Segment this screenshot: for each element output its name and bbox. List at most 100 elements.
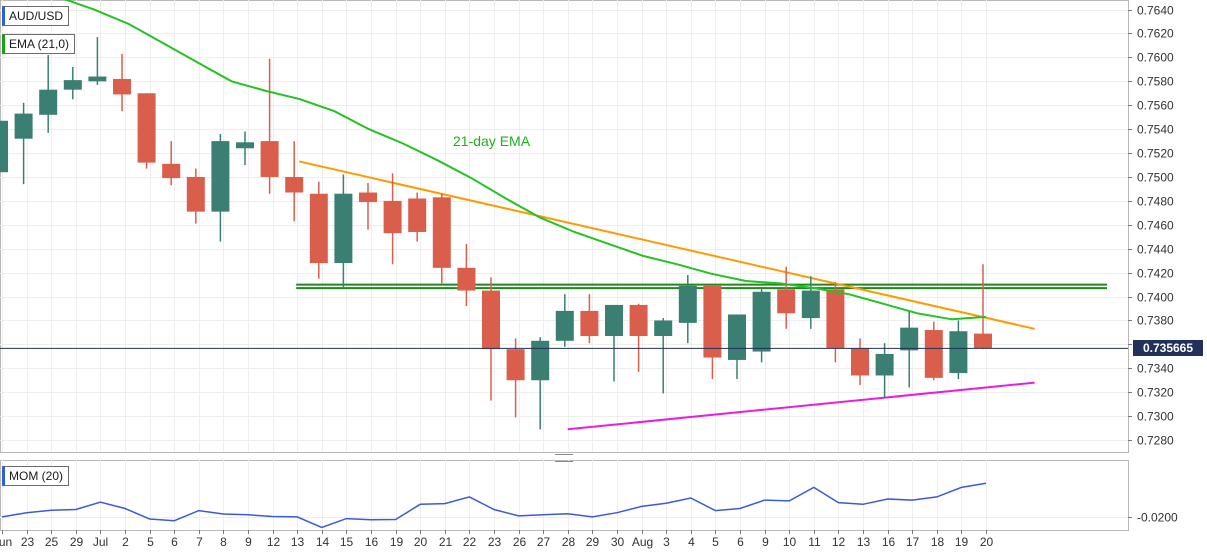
ema-annotation: 21-day EMA [453,133,531,149]
y-tick-label: 0.7340 [1137,362,1174,376]
candle-body [580,310,599,337]
candle-body [113,78,131,95]
candle-body [309,193,328,264]
trendline-overlays [296,160,1107,431]
candle [39,55,58,133]
y-tick-label: 0.7460 [1137,219,1174,233]
candle-body [383,200,402,234]
candle [457,243,476,307]
x-tick-label: 16 [365,535,379,549]
candle-body [334,193,353,264]
candle-body [678,285,697,323]
y-tick-label: 0.7320 [1137,386,1174,400]
candle-body [555,310,574,341]
candle [383,173,402,265]
y-tick-label: 0.7620 [1137,27,1174,41]
chart-grid [0,0,1129,531]
candle-body [826,289,845,348]
x-tick-label: 12 [832,535,846,549]
x-tick-label: 2 [122,535,129,549]
candle-body [457,267,476,291]
candle-body [777,289,796,314]
candle [14,102,33,185]
candle-body [186,176,205,212]
candle [875,343,894,399]
x-tick-label: 22 [463,535,477,549]
candle-body [432,197,451,268]
candle [555,294,574,347]
pane-divider-handle[interactable] [555,454,573,462]
candle [334,174,353,287]
x-tick-label: 13 [291,535,305,549]
candle [949,320,968,380]
candle [851,338,869,386]
x-tick-label: 23 [488,535,502,549]
candle-body [162,163,181,179]
x-tick-label: 30 [611,535,625,549]
x-tick-label: 5 [147,535,154,549]
price-pane-frame [0,0,1129,453]
candle [408,192,427,242]
axes: Jun232529Jul2567891213141516192021222326… [0,4,1178,549]
candle-body [359,192,377,203]
x-tick-label: 20 [414,535,428,549]
candle [359,182,377,230]
candle [974,264,992,350]
candle [88,37,107,85]
instrument-label[interactable]: AUD/USD [2,6,70,26]
candle-body [752,291,771,352]
ema-line [63,0,987,321]
candle-body [260,141,279,177]
candle [924,321,943,381]
x-tick-label: 27 [537,535,551,549]
y-tick-label: 0.7600 [1137,51,1174,65]
y-tick-label: 0.7480 [1137,195,1174,209]
candle [801,276,820,329]
candle-body [63,80,82,90]
candle [654,318,673,394]
candle [506,338,525,418]
last-price-badge: 0.735665 [1133,340,1203,357]
ema-indicator-label[interactable]: EMA (21,0) [2,34,76,54]
x-tick-label: 12 [267,535,281,549]
candle [629,303,648,372]
y-tick-label: 0.7400 [1137,291,1174,305]
candle [113,53,131,112]
y-tick-label: 0.7280 [1137,434,1174,448]
x-tick-label: 26 [513,535,527,549]
candle-body [211,141,230,212]
x-tick-label: 23 [21,535,35,549]
x-tick-label: 17 [906,535,920,549]
x-tick-label: 29 [586,535,600,549]
momentum-indicator-label[interactable]: MOM (20) [2,466,69,486]
candle-body [236,142,254,149]
candle [236,131,254,166]
x-tick-label: Jul [93,535,108,549]
candle-body [285,176,304,193]
candle-body [14,113,33,139]
x-tick-label: 13 [857,535,871,549]
candle-body [605,304,623,337]
y-tick-label: 0.7500 [1137,171,1174,185]
candle [211,133,230,242]
candle [580,294,599,344]
candle-body [88,76,107,82]
y-tick-label: 0.7440 [1137,243,1174,257]
momentum-line [1,482,987,529]
candle-body [703,285,722,358]
x-tick-label: 16 [882,535,896,549]
candle-body [949,331,968,374]
y-tick-label: 0.7560 [1137,99,1174,113]
candle [0,120,8,173]
candle-body [408,198,427,232]
y-tick-label: 0.7520 [1137,147,1174,161]
y-tick-label: 0.7380 [1137,314,1174,328]
candle-body [654,320,673,337]
candle [531,337,550,430]
candle [285,141,304,222]
y-tick-label: 0.7540 [1137,123,1174,137]
x-tick-label: 6 [171,535,178,549]
candle-body [875,353,894,376]
x-tick-label: 25 [45,535,59,549]
